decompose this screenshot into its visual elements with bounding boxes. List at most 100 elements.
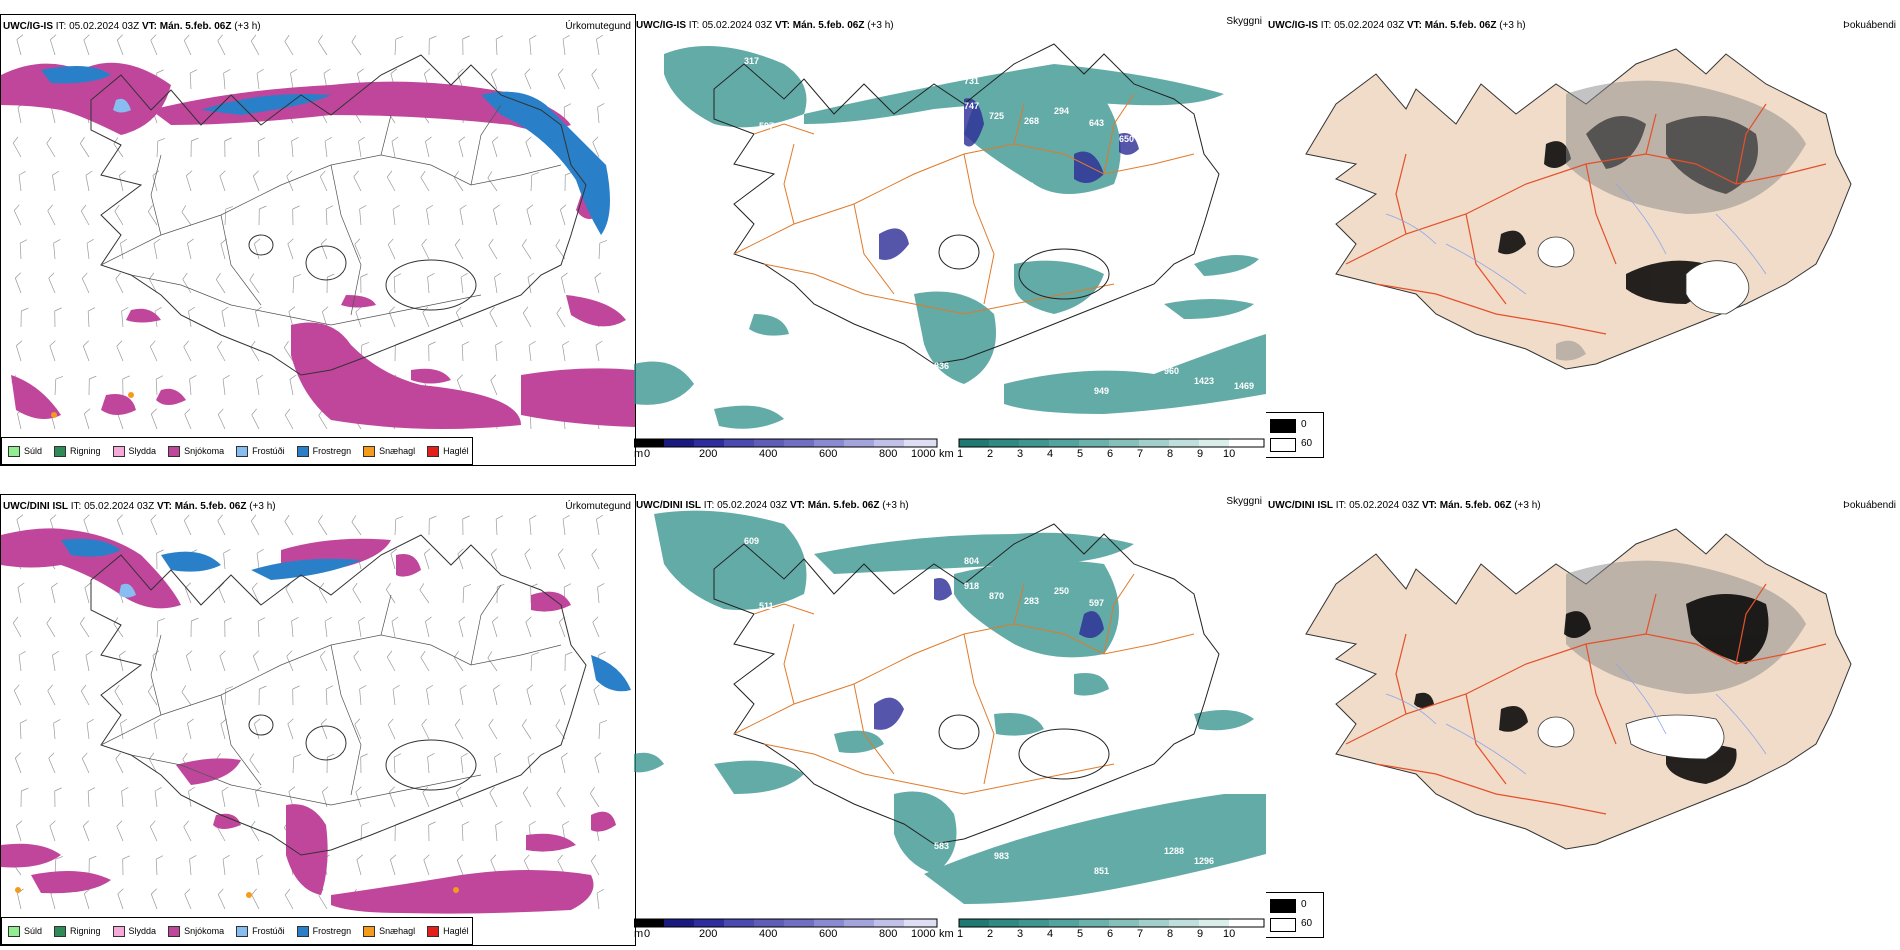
tick-label: 10 — [1223, 928, 1236, 940]
wind-barb — [85, 650, 93, 672]
wind-barb — [256, 68, 264, 90]
wind-barb — [250, 34, 260, 56]
visibility-value-label: 731 — [964, 76, 979, 86]
wind-barb — [524, 68, 532, 90]
wind-barb — [526, 204, 534, 226]
wind-barb — [326, 753, 335, 774]
wind-barb — [117, 888, 124, 910]
visibility-value-label: 597 — [759, 121, 774, 131]
snow-areas — [1, 62, 635, 429]
wind-barb — [79, 617, 90, 638]
wind-barb — [496, 583, 505, 604]
roads — [100, 584, 562, 806]
wind-barb — [250, 514, 260, 536]
wind-barb — [592, 136, 600, 158]
wind-barb — [459, 204, 467, 226]
wind-barb — [154, 786, 162, 808]
wind-barb — [428, 515, 437, 536]
wind-barb — [255, 786, 262, 808]
wind-barb — [256, 854, 264, 876]
wind-barb — [149, 820, 158, 842]
wind-barbs — [11, 34, 608, 430]
wind-barb — [152, 170, 160, 192]
wind-barb — [358, 616, 366, 638]
wind-barb — [121, 307, 129, 328]
wind-barb — [427, 273, 435, 294]
wind-barb — [354, 238, 362, 260]
wind-barb — [284, 888, 294, 910]
wind-barb — [286, 650, 294, 672]
wind-barb — [83, 514, 90, 536]
wind-barb — [388, 786, 396, 808]
wind-barb — [257, 137, 266, 158]
wind-barb — [355, 306, 362, 328]
wind-barb — [53, 719, 61, 740]
wind-barb — [251, 888, 260, 910]
wind-barb — [490, 68, 498, 90]
wind-barb — [421, 238, 430, 260]
wind-barb — [557, 548, 566, 570]
wind-barb — [85, 170, 93, 192]
visibility-value-label: 923 — [994, 371, 1009, 381]
wind-barb — [153, 718, 161, 740]
wind-barb — [153, 238, 161, 260]
tick-label: 800 — [879, 928, 898, 940]
wind-barb — [250, 820, 260, 842]
wind-barb — [87, 787, 96, 808]
wind-barb — [224, 686, 234, 706]
wind-barb — [598, 240, 608, 260]
wind-barb — [493, 684, 500, 706]
panel-header: UWC/DINI ISL IT: 05.02.2024 03Z VT: Mán.… — [3, 501, 276, 512]
wind-barb — [190, 137, 199, 158]
visibility-value-label: 283 — [1024, 596, 1039, 606]
fog-index-map — [1305, 48, 1852, 370]
wind-barb — [86, 238, 94, 260]
wind-barb — [217, 408, 226, 430]
height-scale: m 0 200 400 600 800 1000 — [634, 438, 939, 464]
wind-barb — [224, 206, 234, 226]
wind-barb — [562, 340, 570, 362]
wind-barb — [596, 888, 604, 910]
wind-barb — [525, 136, 532, 158]
wind-barb — [219, 650, 226, 672]
wind-barb — [454, 718, 464, 740]
wind-barb — [359, 205, 367, 226]
wind-barb — [18, 650, 26, 672]
wind-barb — [122, 855, 130, 876]
legend-item: Frostregn — [296, 925, 351, 937]
visibility-scale: km 1 2 3 4 5 6 7 8 9 10 — [939, 918, 1265, 944]
roads — [1345, 103, 1827, 335]
wind-barb — [386, 650, 396, 672]
wind-barb — [462, 35, 470, 56]
wind-barb — [319, 650, 328, 672]
wind-barb — [114, 204, 124, 226]
wind-barb — [461, 341, 470, 362]
wind-barb — [489, 786, 498, 808]
wind-barb — [19, 719, 28, 740]
visibility-value-label: 725 — [989, 111, 1004, 121]
wind-barb — [321, 306, 329, 328]
wind-barb — [253, 718, 261, 740]
wind-barb — [528, 340, 536, 362]
visibility-value-label: 804 — [964, 556, 979, 566]
wind-barb — [491, 616, 499, 638]
wind-barb — [351, 515, 362, 536]
wind-barb — [48, 272, 56, 294]
wind-barb — [190, 617, 199, 638]
legend-swatch — [54, 445, 67, 457]
wind-barb — [183, 34, 192, 56]
wind-barb — [425, 136, 432, 158]
wind-barb — [356, 854, 364, 876]
wind-barb — [84, 582, 92, 604]
wind-barb — [12, 136, 22, 158]
wind-barb — [79, 137, 90, 158]
visibility-value-label: 294 — [1054, 106, 1069, 116]
wind-barb — [217, 888, 226, 910]
wind-barb — [495, 341, 503, 362]
legend-swatch — [236, 925, 249, 937]
wind-barb — [428, 821, 436, 842]
wind-barb — [80, 684, 90, 706]
wind-barb — [428, 341, 436, 362]
high-terrain-areas — [874, 578, 1104, 730]
tick-label: 800 — [879, 448, 898, 460]
